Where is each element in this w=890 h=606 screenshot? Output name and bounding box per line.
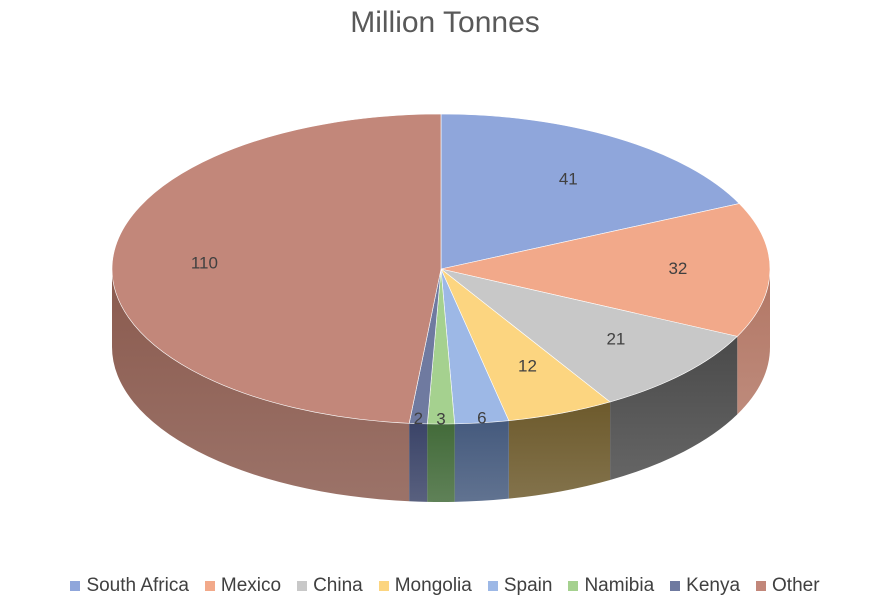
pie-slice-mexico xyxy=(440,203,771,337)
pie-chart: 41 32 21 12 6 32 110 xyxy=(111,113,771,502)
legend-item-other: Other xyxy=(756,575,820,597)
chart-title: Million Tonnes xyxy=(350,6,540,39)
legend-swatch xyxy=(297,581,308,591)
data-label-china: 21 xyxy=(606,330,625,349)
legend-item-south-africa: South Africa xyxy=(70,575,189,597)
data-label-spain: 6 xyxy=(477,408,486,427)
legend-swatch xyxy=(756,581,767,591)
pie-side-mexico xyxy=(737,269,770,415)
pie-side-other xyxy=(112,269,410,502)
legend-swatch xyxy=(487,581,498,591)
data-label-namibia: 3 xyxy=(436,409,445,428)
legend-item-namibia: Namibia xyxy=(568,575,654,597)
data-label-mongolia: 12 xyxy=(518,357,537,376)
legend-item-spain: Spain xyxy=(487,575,553,597)
legend-label: Spain xyxy=(503,575,553,596)
data-label-kenya: 2 xyxy=(414,409,423,428)
legend-label: Mexico xyxy=(220,575,282,596)
pie-sides xyxy=(112,269,770,502)
legend-item-china: China xyxy=(297,575,363,597)
pie-slice-china xyxy=(440,268,738,403)
pie-side-namibia xyxy=(427,423,455,502)
data-labels: 41 32 21 12 6 32 110 xyxy=(191,170,688,429)
legend-item-mexico: Mexico xyxy=(204,575,282,597)
data-label-south-africa: 41 xyxy=(559,170,578,189)
pie-side-china xyxy=(610,336,738,480)
legend-label: Mongolia xyxy=(394,575,472,596)
legend-swatch xyxy=(378,581,389,591)
pie-slice-other xyxy=(111,113,442,424)
pie-slice-south-africa xyxy=(440,113,740,270)
legend-label: China xyxy=(313,575,363,596)
legend-item-mongolia: Mongolia xyxy=(378,575,472,597)
legend-swatch xyxy=(70,581,81,591)
legend-label: Other xyxy=(772,575,820,596)
pie-side-kenya xyxy=(409,423,428,502)
legend-swatch xyxy=(568,581,579,591)
data-label-mexico: 32 xyxy=(668,259,687,278)
pie-side-spain xyxy=(454,420,509,502)
legend-swatch xyxy=(204,581,215,591)
data-label-other: 110 xyxy=(191,253,218,272)
legend-label: South Africa xyxy=(86,575,189,596)
legend: South Africa Mexico China Mongolia Spain Nami… xyxy=(0,574,890,598)
legend-item-kenya: Kenya xyxy=(670,575,740,597)
legend-label: Kenya xyxy=(686,575,741,596)
legend-label: Namibia xyxy=(584,575,655,596)
legend-swatch xyxy=(670,581,681,591)
pie-slices xyxy=(111,113,771,425)
pie-side-mongolia xyxy=(508,401,611,499)
